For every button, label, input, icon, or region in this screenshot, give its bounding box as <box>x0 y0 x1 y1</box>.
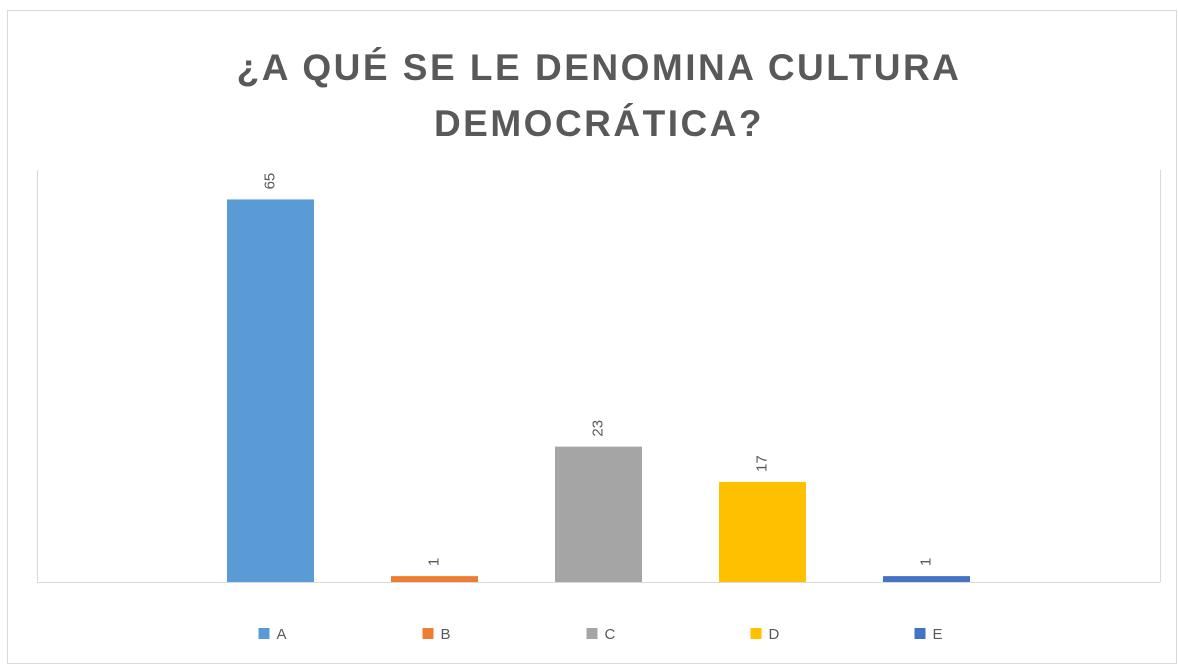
bar <box>883 576 970 582</box>
data-label: 23 <box>589 420 606 437</box>
legend-label: A <box>277 626 287 643</box>
bar <box>555 446 642 582</box>
data-label: 65 <box>261 173 278 190</box>
legend-swatch <box>914 628 926 639</box>
bar <box>391 576 478 582</box>
legend-label: E <box>933 626 943 643</box>
legend-swatch <box>258 628 270 639</box>
legend-swatch <box>750 628 762 639</box>
legend-swatch <box>422 628 434 639</box>
data-label: 1 <box>425 558 442 566</box>
chart-title: ¿A QUÉ SE LE DENOMINA CULTURA DEMOCRÁTIC… <box>236 47 962 144</box>
data-label: 17 <box>753 455 770 472</box>
data-label: 1 <box>917 558 934 566</box>
legend-label: B <box>441 626 451 643</box>
legend-swatch <box>586 628 598 639</box>
legend-label: C <box>605 626 616 643</box>
legend-label: D <box>769 626 780 643</box>
bar <box>719 481 806 582</box>
bar <box>227 199 314 582</box>
chart-border <box>7 10 1177 664</box>
